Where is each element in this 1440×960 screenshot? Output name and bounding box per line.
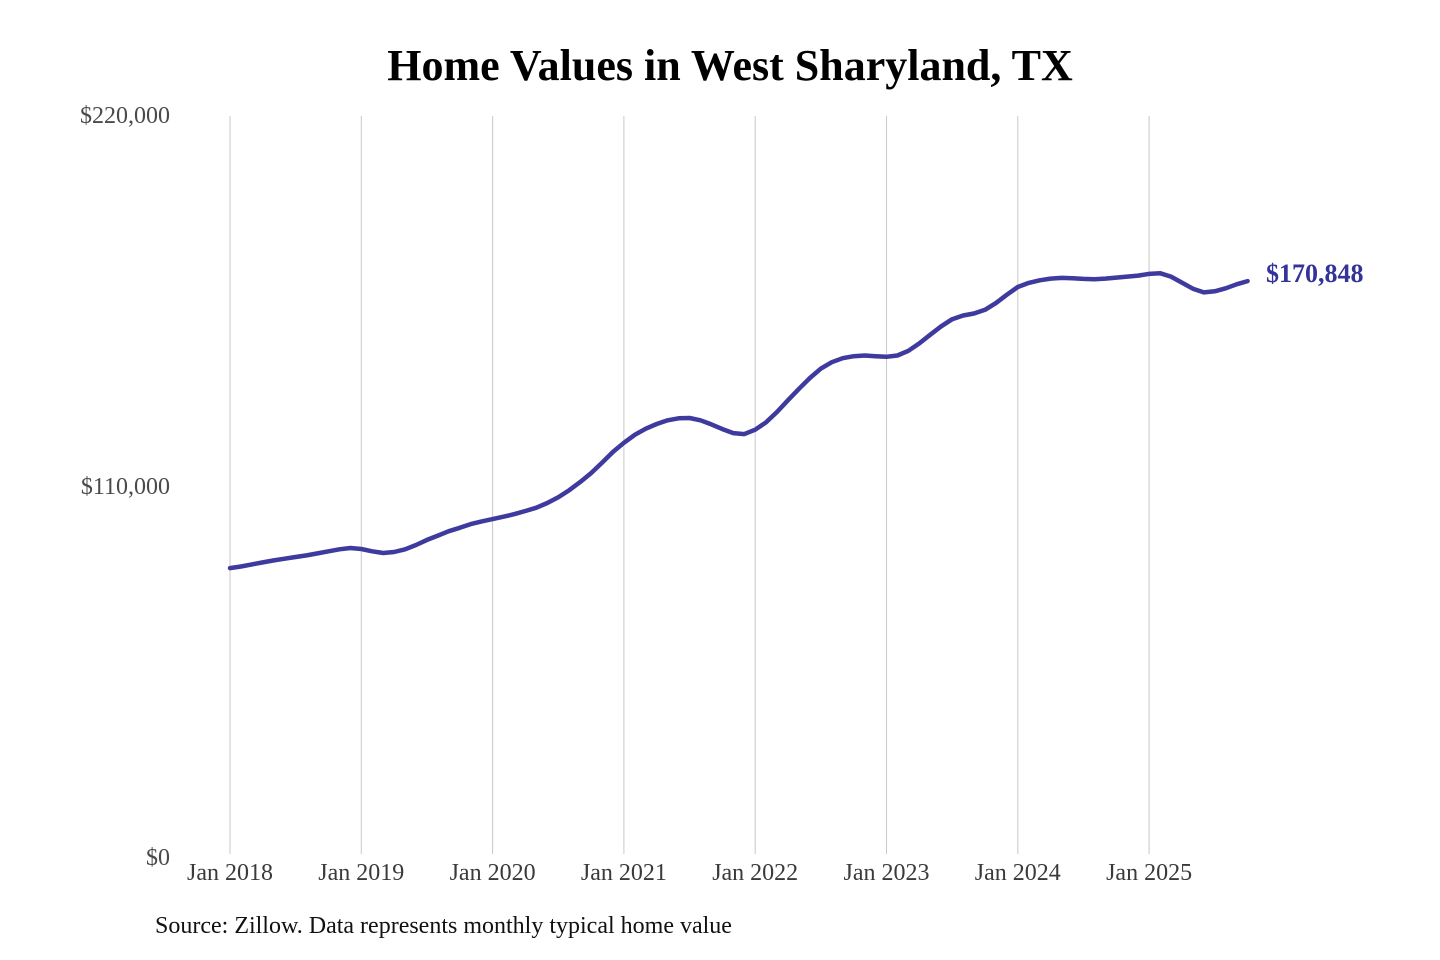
x-axis-tick-label: Jan 2023 — [843, 860, 930, 886]
source-note: Source: Zillow. Data represents monthly … — [155, 913, 732, 939]
x-axis-tick-label: Jan 2020 — [449, 860, 536, 886]
x-axis-tick-label: Jan 2018 — [187, 860, 273, 886]
x-axis-tick-label: Jan 2019 — [318, 860, 405, 886]
latest-value-label: $170,848 — [1266, 259, 1364, 288]
gridlines — [229, 116, 1150, 854]
x-axis-tick-label: Jan 2024 — [974, 860, 1061, 886]
chart-title: Home Values in West Sharyland, TX — [387, 41, 1073, 90]
x-axis-tick-label: Jan 2022 — [712, 860, 799, 886]
home-value-line-series — [227, 270, 1250, 571]
y-axis-tick-label: $110,000 — [80, 474, 170, 500]
x-axis-tick-label: Jan 2025 — [1106, 860, 1193, 886]
y-axis-tick-label: $220,000 — [80, 103, 170, 129]
x-axis-tick-label: Jan 2021 — [580, 860, 667, 886]
y-axis-tick-label: $0 — [146, 845, 170, 871]
